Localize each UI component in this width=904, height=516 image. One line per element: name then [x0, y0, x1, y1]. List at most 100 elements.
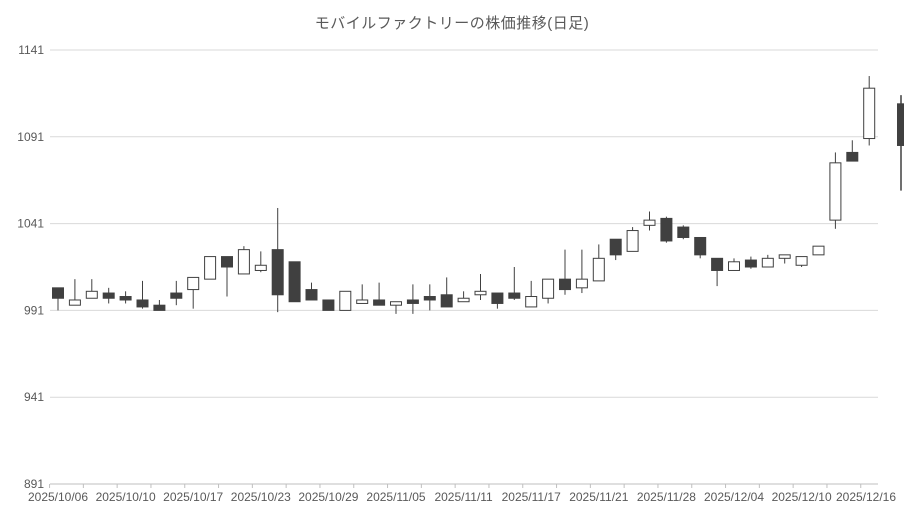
candle-body-down — [660, 217, 673, 242]
candle-body-up — [592, 257, 605, 282]
candle-2025/10/16 — [170, 280, 183, 306]
candle-body-up — [68, 299, 81, 306]
candle-body-down — [52, 287, 64, 299]
candle-body-up — [542, 278, 555, 299]
candle-body-up — [829, 162, 842, 221]
candle-body-up — [237, 249, 250, 275]
candle-body-down — [102, 292, 115, 299]
candle-body-down — [440, 294, 453, 308]
x-axis-label-2025/11/21: 2025/11/21 — [569, 490, 628, 504]
candle-2025/12/16 — [863, 76, 876, 146]
candle-body-up — [728, 261, 740, 271]
clipped-edge-candle — [897, 95, 904, 191]
x-axis-label-2025/12/04: 2025/12/04 — [704, 490, 764, 504]
candle-2025/11/07 — [423, 284, 436, 311]
candle-2025/11/19 — [559, 249, 571, 295]
x-axis-label-2025/12/16: 2025/12/16 — [836, 490, 896, 504]
candle-2025/11/25 — [609, 238, 622, 261]
candle-body-down — [491, 292, 504, 304]
x-axis-label-2025/12/10: 2025/12/10 — [772, 490, 832, 504]
y-axis-label-941: 941 — [24, 390, 44, 404]
candle-2025/11/04 — [373, 282, 386, 306]
candle-body-up — [85, 290, 98, 299]
candle-body-down — [153, 304, 166, 311]
candle-2025/10/31 — [356, 284, 369, 304]
candle-body-up — [356, 299, 369, 304]
chart-title: モバイルファクトリーの株価推移(日足) — [314, 15, 590, 32]
candle-2025/10/22 — [237, 246, 250, 275]
candle-body-down — [508, 292, 521, 299]
candle-body-up — [187, 276, 200, 291]
candle-2025/11/13 — [491, 292, 504, 309]
y-axis-label-1091: 1091 — [17, 130, 44, 144]
candle-2025/10/23 — [254, 251, 267, 273]
x-axis-label-2025/11/17: 2025/11/17 — [502, 490, 561, 504]
candle-2025/11/21 — [592, 244, 605, 282]
candle-body-down — [897, 103, 904, 146]
y-axis-label-891: 891 — [24, 477, 44, 491]
candle-2025/11/27 — [643, 211, 656, 231]
candle-2025/11/14 — [508, 267, 521, 300]
candle-2025/10/29 — [322, 299, 335, 311]
candle-2025/10/27 — [288, 261, 301, 303]
candle-2025/10/17 — [187, 276, 200, 309]
candle-2025/10/14 — [136, 280, 149, 309]
candle-body-down — [559, 278, 571, 291]
candle-2025/11/28 — [660, 216, 673, 243]
candle-2025/11/10 — [440, 277, 453, 308]
candle-2025/12/01 — [677, 225, 690, 240]
candle-body-up — [863, 87, 876, 140]
x-axis-label-2025/10/23: 2025/10/23 — [231, 490, 291, 504]
candle-body-down — [694, 236, 707, 256]
candle-2025/11/11 — [457, 291, 470, 303]
candle-2025/10/20 — [204, 256, 217, 280]
candle-2025/11/20 — [575, 249, 588, 294]
candle-body-up — [778, 254, 791, 259]
candle-2025/10/06 — [52, 287, 64, 311]
candle-body-up — [575, 278, 588, 289]
candle-2025/12/09 — [778, 254, 791, 264]
candle-2025/10/24 — [271, 207, 284, 313]
candle-2025/10/15 — [153, 299, 166, 311]
candle-body-up — [626, 230, 639, 252]
candle-2025/11/06 — [406, 284, 419, 314]
candle-2025/12/08 — [761, 254, 774, 268]
y-axis-label-1041: 1041 — [17, 217, 44, 231]
candle-2025/12/11 — [812, 245, 825, 256]
candle-body-down — [170, 292, 183, 299]
candle-2025/10/28 — [305, 282, 318, 301]
candle-body-down — [136, 299, 149, 308]
candle-2025/11/12 — [474, 273, 487, 300]
x-axis-label-2025/11/28: 2025/11/28 — [637, 490, 696, 504]
candle-2025/12/02 — [694, 236, 707, 259]
candle-2025/11/05 — [390, 301, 402, 314]
candle-body-down — [305, 289, 318, 301]
candle-body-up — [339, 290, 352, 311]
candle-body-up — [474, 290, 487, 296]
x-axis-label-2025/11/05: 2025/11/05 — [366, 490, 425, 504]
candle-body-up — [457, 297, 470, 303]
x-axis-label-2025/10/10: 2025/10/10 — [96, 490, 156, 504]
x-axis-label-2025/10/29: 2025/10/29 — [298, 490, 358, 504]
candle-body-up — [390, 301, 402, 306]
candle-body-up — [204, 256, 217, 280]
candle-body-down — [221, 256, 233, 268]
candle-body-down — [288, 261, 301, 303]
candle-2025/12/15 — [846, 140, 859, 162]
candle-2025/11/18 — [542, 278, 555, 304]
candle-2025/12/03 — [711, 257, 724, 287]
candle-body-down — [271, 249, 284, 296]
candle-body-down — [119, 296, 132, 301]
candle-2025/10/08 — [85, 279, 98, 299]
candle-2025/10/07 — [68, 279, 81, 306]
candle-2025/10/09 — [102, 287, 115, 304]
candle-body-down — [322, 299, 335, 311]
candle-body-down — [609, 238, 622, 256]
candle-body-up — [525, 296, 538, 308]
candle-2025/11/17 — [525, 280, 538, 308]
candle-2025/10/10 — [119, 291, 132, 304]
candle-body-down — [677, 226, 690, 238]
candle-2025/12/04 — [728, 258, 740, 271]
